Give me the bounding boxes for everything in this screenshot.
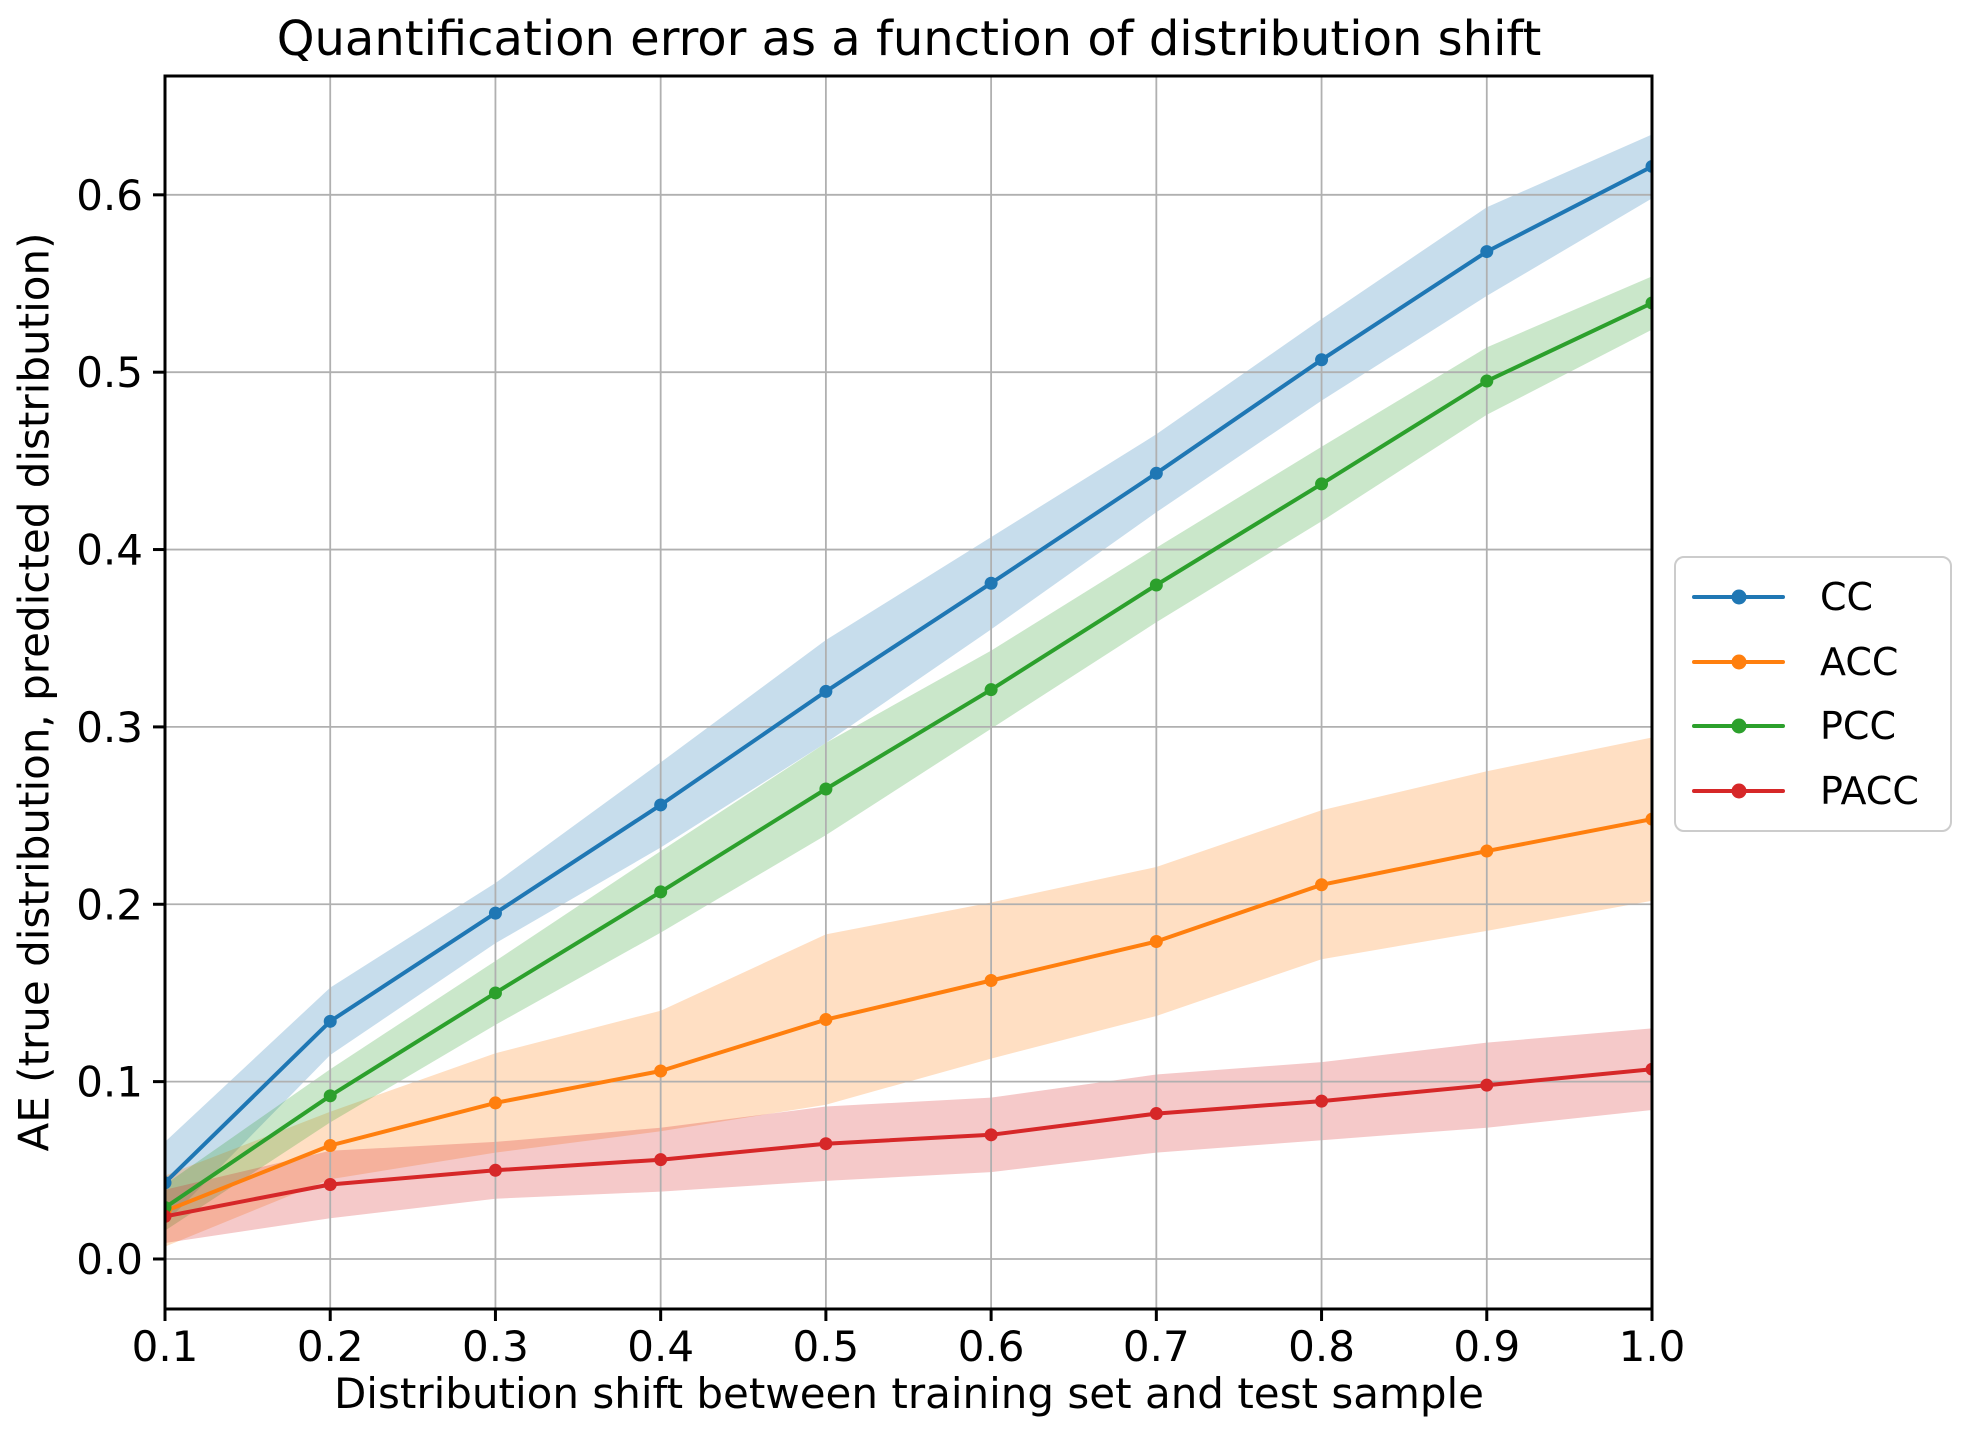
pcc-band (165, 276, 1652, 1231)
y-axis-label: AE (true distribution, predicted distrib… (9, 232, 59, 1152)
x-tick-label: 0.9 (1453, 1322, 1520, 1371)
x-axis-label: Distribution shift between training set … (333, 1369, 1485, 1418)
legend-label-pcc: PCC (1820, 704, 1896, 749)
y-tick-label: 0.6 (76, 171, 143, 220)
pacc-line (165, 1067, 1652, 1219)
pacc-marker (488, 1163, 502, 1177)
cc-marker (1480, 245, 1494, 259)
x-tick-label: 0.6 (958, 1322, 1025, 1371)
pacc-marker (1480, 1078, 1494, 1092)
acc-marker (984, 974, 998, 988)
cc-marker (488, 906, 502, 920)
y-tick-label: 0.0 (76, 1235, 143, 1284)
x-tick-label: 0.2 (297, 1322, 364, 1371)
pcc-marker (323, 1089, 337, 1103)
cc-legend-marker-icon (1731, 589, 1746, 605)
pcc-marker (1315, 477, 1329, 491)
cc-legend-line (1692, 589, 1785, 605)
y-tick-label: 0.4 (76, 526, 143, 575)
legend-item-pacc: PACC (1676, 759, 1950, 824)
pacc-marker (1149, 1107, 1163, 1121)
cc-marker (1149, 466, 1163, 480)
x-tick-label: 0.3 (462, 1322, 529, 1371)
pcc-marker (1645, 296, 1652, 310)
cc-marker (654, 798, 668, 812)
cc-marker (1645, 159, 1652, 173)
pcc-marker (488, 986, 502, 1000)
cc-marker (1315, 353, 1329, 367)
x-tick-label: 0.4 (627, 1322, 694, 1371)
acc-line (165, 817, 1652, 1213)
y-tick-label: 0.1 (76, 1058, 143, 1107)
legend-item-pcc: PCC (1676, 694, 1950, 759)
pacc-legend-line (1692, 783, 1785, 799)
pacc-marker (984, 1128, 998, 1142)
pcc-marker (1480, 374, 1494, 388)
cc-line (165, 164, 1652, 1185)
acc-marker (1315, 878, 1329, 892)
tick-labels: 0.1 0.2 0.3 0.4 0.5 0.6 0.7 0.8 0.9 1.0 0.0 0.1 0.2 0… (76, 171, 1685, 1371)
pacc-marker (654, 1153, 668, 1167)
pcc-marker (654, 885, 668, 899)
cc-marker (165, 1176, 172, 1190)
pacc-legend-marker-icon (1731, 783, 1746, 799)
acc-marker (1149, 935, 1163, 949)
legend-item-acc: ACC (1676, 630, 1950, 695)
tick-marks (153, 193, 1654, 1321)
cc-marker (819, 684, 833, 698)
cc-marker (984, 576, 998, 590)
y-tick-label: 0.3 (76, 703, 143, 752)
acc-legend-marker-icon (1731, 654, 1746, 670)
acc-band (165, 737, 1652, 1247)
acc-marker (1645, 812, 1652, 826)
chart-title: Quantification error as a function of di… (276, 11, 1542, 67)
x-tick-label: 0.1 (132, 1322, 199, 1371)
y-tick-label: 0.5 (76, 348, 143, 397)
series-lines (165, 159, 1652, 1223)
x-tick-label: 0.8 (1288, 1322, 1355, 1371)
pacc-marker (1645, 1062, 1652, 1076)
acc-marker (1480, 844, 1494, 858)
legend-item-cc: CC (1676, 565, 1950, 630)
cc-marker (323, 1014, 337, 1028)
x-tick-label: 0.7 (1123, 1322, 1190, 1371)
pcc-marker (984, 683, 998, 697)
acc-marker (488, 1096, 502, 1110)
acc-marker (819, 1013, 833, 1027)
pcc-legend-line (1692, 718, 1785, 734)
pacc-marker (165, 1209, 172, 1223)
axes-spines (163, 74, 1654, 1311)
x-tick-label: 1.0 (1619, 1322, 1686, 1371)
pcc-marker (1149, 578, 1163, 592)
legend-label-cc: CC (1820, 575, 1874, 620)
confidence-bands (165, 134, 1652, 1247)
pacc-marker (1315, 1094, 1329, 1108)
legend-label-pacc: PACC (1820, 768, 1919, 813)
cc-band (165, 134, 1652, 1224)
acc-marker (323, 1138, 337, 1152)
acc-legend-line (1692, 654, 1785, 670)
pacc-marker (323, 1177, 337, 1191)
pcc-line (165, 301, 1652, 1210)
pcc-marker (819, 782, 833, 796)
legend: CC ACC PCC PACC (1674, 556, 1952, 832)
pacc-marker (819, 1137, 833, 1151)
acc-marker (654, 1064, 668, 1078)
x-tick-label: 0.5 (792, 1322, 859, 1371)
legend-label-acc: ACC (1820, 639, 1899, 684)
pcc-legend-marker-icon (1731, 718, 1746, 734)
y-tick-label: 0.2 (76, 880, 143, 929)
